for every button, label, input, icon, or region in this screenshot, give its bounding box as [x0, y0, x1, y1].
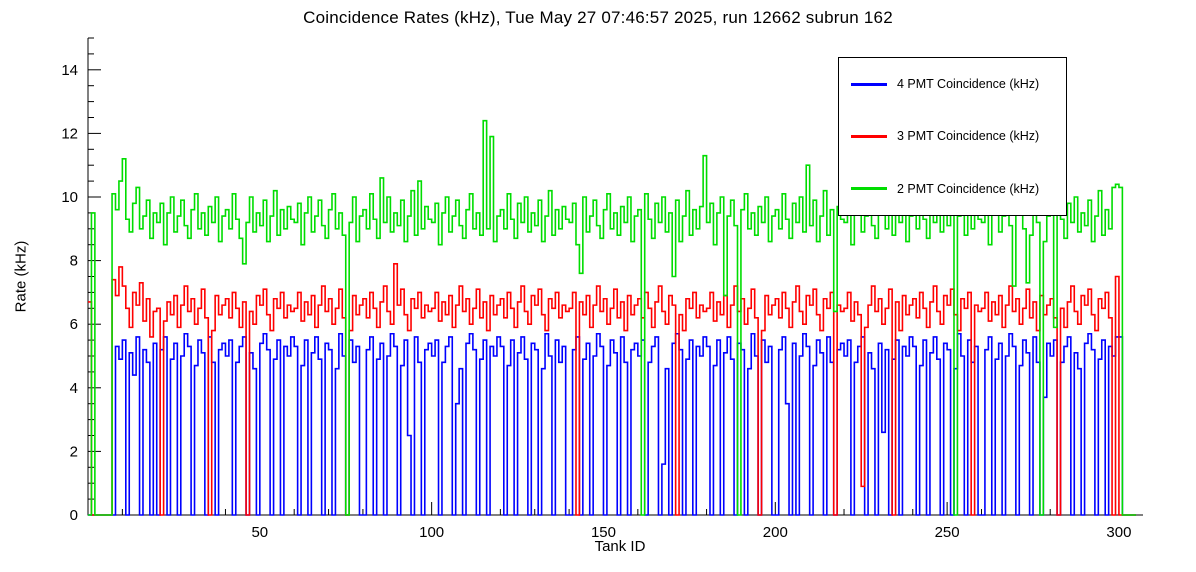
legend-label-4pmt: 4 PMT Coincidence (kHz): [897, 77, 1040, 92]
legend-label-3pmt: 3 PMT Coincidence (kHz): [897, 129, 1040, 144]
legend-line-2pmt-icon: [851, 187, 887, 191]
plot-title: Coincidence Rates (kHz), Tue May 27 07:4…: [303, 8, 893, 27]
legend-entry-4pmt: 4 PMT Coincidence (kHz): [839, 77, 1066, 91]
legend-line-4pmt-icon: [851, 82, 887, 86]
y-tick-label: 12: [61, 125, 78, 142]
y-axis-title: Rate (kHz): [12, 240, 30, 313]
x-tick-label: 150: [591, 524, 616, 541]
legend: 4 PMT Coincidence (kHz) 3 PMT Coincidenc…: [838, 57, 1067, 216]
series-line-3pmt: [88, 262, 1137, 516]
x-tick-label: 250: [935, 524, 960, 541]
y-tick-label: 14: [61, 62, 78, 79]
y-tick-label: 2: [70, 443, 78, 460]
legend-line-3pmt-icon: [851, 134, 887, 138]
y-tick-label: 10: [61, 189, 78, 206]
legend-label-2pmt: 2 PMT Coincidence (kHz): [897, 181, 1040, 196]
x-tick-label: 100: [419, 524, 444, 541]
series-line-4pmt: [88, 332, 1137, 516]
y-tick-label: 0: [70, 507, 78, 524]
legend-entry-3pmt: 3 PMT Coincidence (kHz): [839, 129, 1066, 143]
y-tick-label: 6: [70, 316, 78, 333]
x-tick-label: 200: [763, 524, 788, 541]
x-tick-label: 50: [251, 524, 268, 541]
y-tick-label: 8: [70, 253, 78, 270]
series-line-2pmt: [88, 119, 1137, 516]
x-tick-label: 300: [1106, 524, 1131, 541]
y-tick-label: 4: [70, 380, 78, 397]
x-axis-title: Tank ID: [594, 538, 646, 555]
legend-entry-2pmt: 2 PMT Coincidence (kHz): [839, 182, 1066, 196]
